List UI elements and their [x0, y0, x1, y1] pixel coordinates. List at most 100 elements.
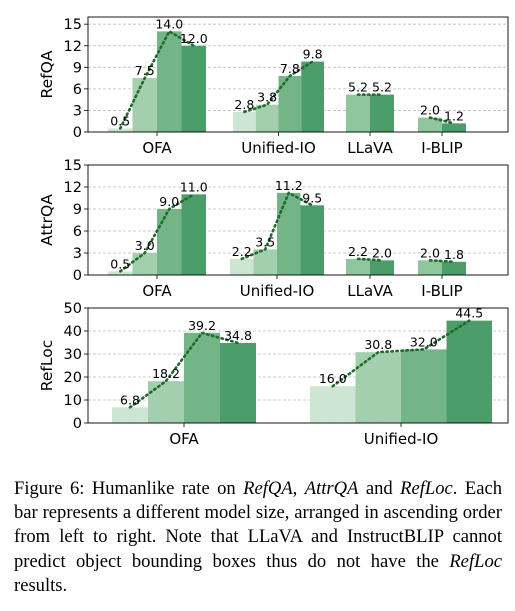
bar-value-label: 7.5: [135, 63, 155, 78]
caption-sep2: and: [358, 478, 401, 499]
caption-refqa: RefQA: [243, 478, 293, 499]
caption-refloc: RefLoc: [400, 478, 453, 499]
y-tick-label: 3: [73, 246, 82, 262]
x-tick-label: LLaVA: [347, 139, 393, 157]
x-tick-label: LLaVA: [347, 282, 393, 300]
x-tick-label: Unified-IO: [240, 282, 315, 300]
y-tick-label: 6: [73, 82, 82, 98]
chart-panel-attrqa: 03691215AttrQA0.53.09.011.0OFA2.23.511.2…: [38, 158, 509, 300]
bar: [148, 381, 184, 423]
bar: [184, 332, 220, 423]
bar-value-label: 44.5: [455, 306, 483, 321]
y-tick-label: 50: [64, 301, 82, 317]
bar: [108, 128, 133, 132]
x-tick-label: OFA: [142, 282, 172, 300]
bar: [157, 209, 182, 275]
caption-sep1: ,: [292, 478, 305, 499]
trend-line: [428, 116, 456, 125]
x-tick-label: I-BLIP: [421, 139, 462, 157]
bar: [230, 258, 254, 275]
bar: [112, 407, 148, 423]
plot-frame: [87, 307, 509, 424]
bar-value-label: 32.0: [410, 334, 438, 349]
bar-value-label: 3.0: [135, 238, 155, 253]
bar-value-label: 2.8: [234, 97, 254, 112]
bar-value-label: 3.8: [257, 90, 277, 105]
bar: [442, 123, 466, 132]
bar-value-label: 2.0: [420, 103, 440, 118]
bar: [370, 260, 394, 275]
bar: [401, 349, 447, 423]
bar: [442, 261, 466, 275]
bar-value-label: 5.2: [348, 80, 368, 95]
x-tick-label: I-BLIP: [421, 282, 462, 300]
bar-value-label: 7.8: [280, 61, 300, 76]
trend-line: [243, 60, 314, 114]
trend-line: [356, 257, 384, 262]
bar: [310, 386, 356, 423]
y-tick-label: 0: [73, 125, 82, 141]
chart-panel-refloc: 0 10 20 30 40 50 RefLoc 6.8 18.2 39.2 34.8 OFA 16.0 3…: [38, 301, 509, 448]
bar: [355, 352, 401, 423]
bar-value-label: 9.8: [303, 47, 323, 62]
chart-panel-refqa: 0 3 6 9 12 15 RefQA 0.5 7.5 14.012.0 OFA 2.8 3.87.89…: [38, 16, 509, 157]
y-axis-label: RefQA: [38, 50, 56, 98]
bar-value-label: 18.2: [152, 366, 180, 381]
y-tick-label: 12: [64, 39, 82, 55]
bar: [220, 342, 256, 423]
y-tick-label: 12: [64, 180, 82, 196]
bar: [233, 111, 256, 132]
y-tick-label: 3: [73, 103, 82, 119]
bar: [181, 45, 206, 132]
caption-refloc-2: RefLoc: [449, 550, 502, 572]
x-tick-label: Unified-IO: [241, 139, 316, 157]
bar: [132, 78, 157, 132]
bar-value-label: 16.0: [319, 371, 347, 386]
y-tick-label: 20: [64, 370, 82, 386]
y-tick-label: 30: [64, 347, 82, 363]
trend-line: [240, 191, 314, 261]
caption-mid: . Each bar represents a different model …: [14, 478, 502, 572]
bar: [300, 205, 324, 275]
y-tick-label: 0: [73, 416, 82, 432]
bar: [181, 194, 206, 275]
bar-value-label: 11.0: [180, 179, 208, 194]
caption-prefix: Figure 6: Humanlike rate on: [14, 478, 244, 499]
bar-value-label: 3.5: [255, 234, 275, 249]
bar-value-label: 2.0: [420, 245, 440, 260]
bar: [370, 94, 394, 132]
bar-value-label: 14.0: [155, 16, 183, 31]
bar-value-label: 12.0: [180, 31, 208, 46]
y-tick-label: 40: [64, 324, 82, 340]
figure-caption: Figure 6: Humanlike rate on RefQA, AttrQ…: [14, 477, 502, 598]
bar-value-label: 30.8: [364, 337, 392, 352]
bar-value-label: 9.0: [159, 194, 179, 209]
trend-line: [128, 331, 240, 409]
bar: [278, 75, 302, 132]
y-tick-label: 15: [64, 17, 82, 33]
bar: [108, 271, 133, 275]
bar-value-label: 2.2: [348, 244, 368, 259]
trend-line: [428, 259, 456, 264]
y-axis-label: AttrQA: [38, 194, 56, 246]
plot-frame: [87, 16, 509, 133]
bar: [301, 61, 324, 132]
bar: [418, 260, 442, 275]
y-tick-label: 6: [73, 224, 82, 240]
bar: [446, 320, 492, 423]
trend-line: [331, 319, 471, 388]
bar-value-label: 9.5: [302, 190, 322, 205]
bar: [132, 253, 157, 275]
bar-value-label: 11.2: [275, 178, 303, 193]
y-tick-label: 15: [64, 158, 82, 174]
y-tick-label: 10: [64, 393, 82, 409]
bar-value-label: 1.2: [444, 108, 464, 123]
y-tick-label: 9: [73, 60, 82, 76]
y-axis-label: RefLoc: [38, 340, 56, 391]
bar-value-label: 5.2: [372, 80, 392, 95]
trend-line: [118, 193, 196, 273]
bar: [418, 117, 442, 132]
x-tick-label: OFA: [169, 430, 199, 448]
bar-value-label: 0.5: [110, 256, 130, 271]
